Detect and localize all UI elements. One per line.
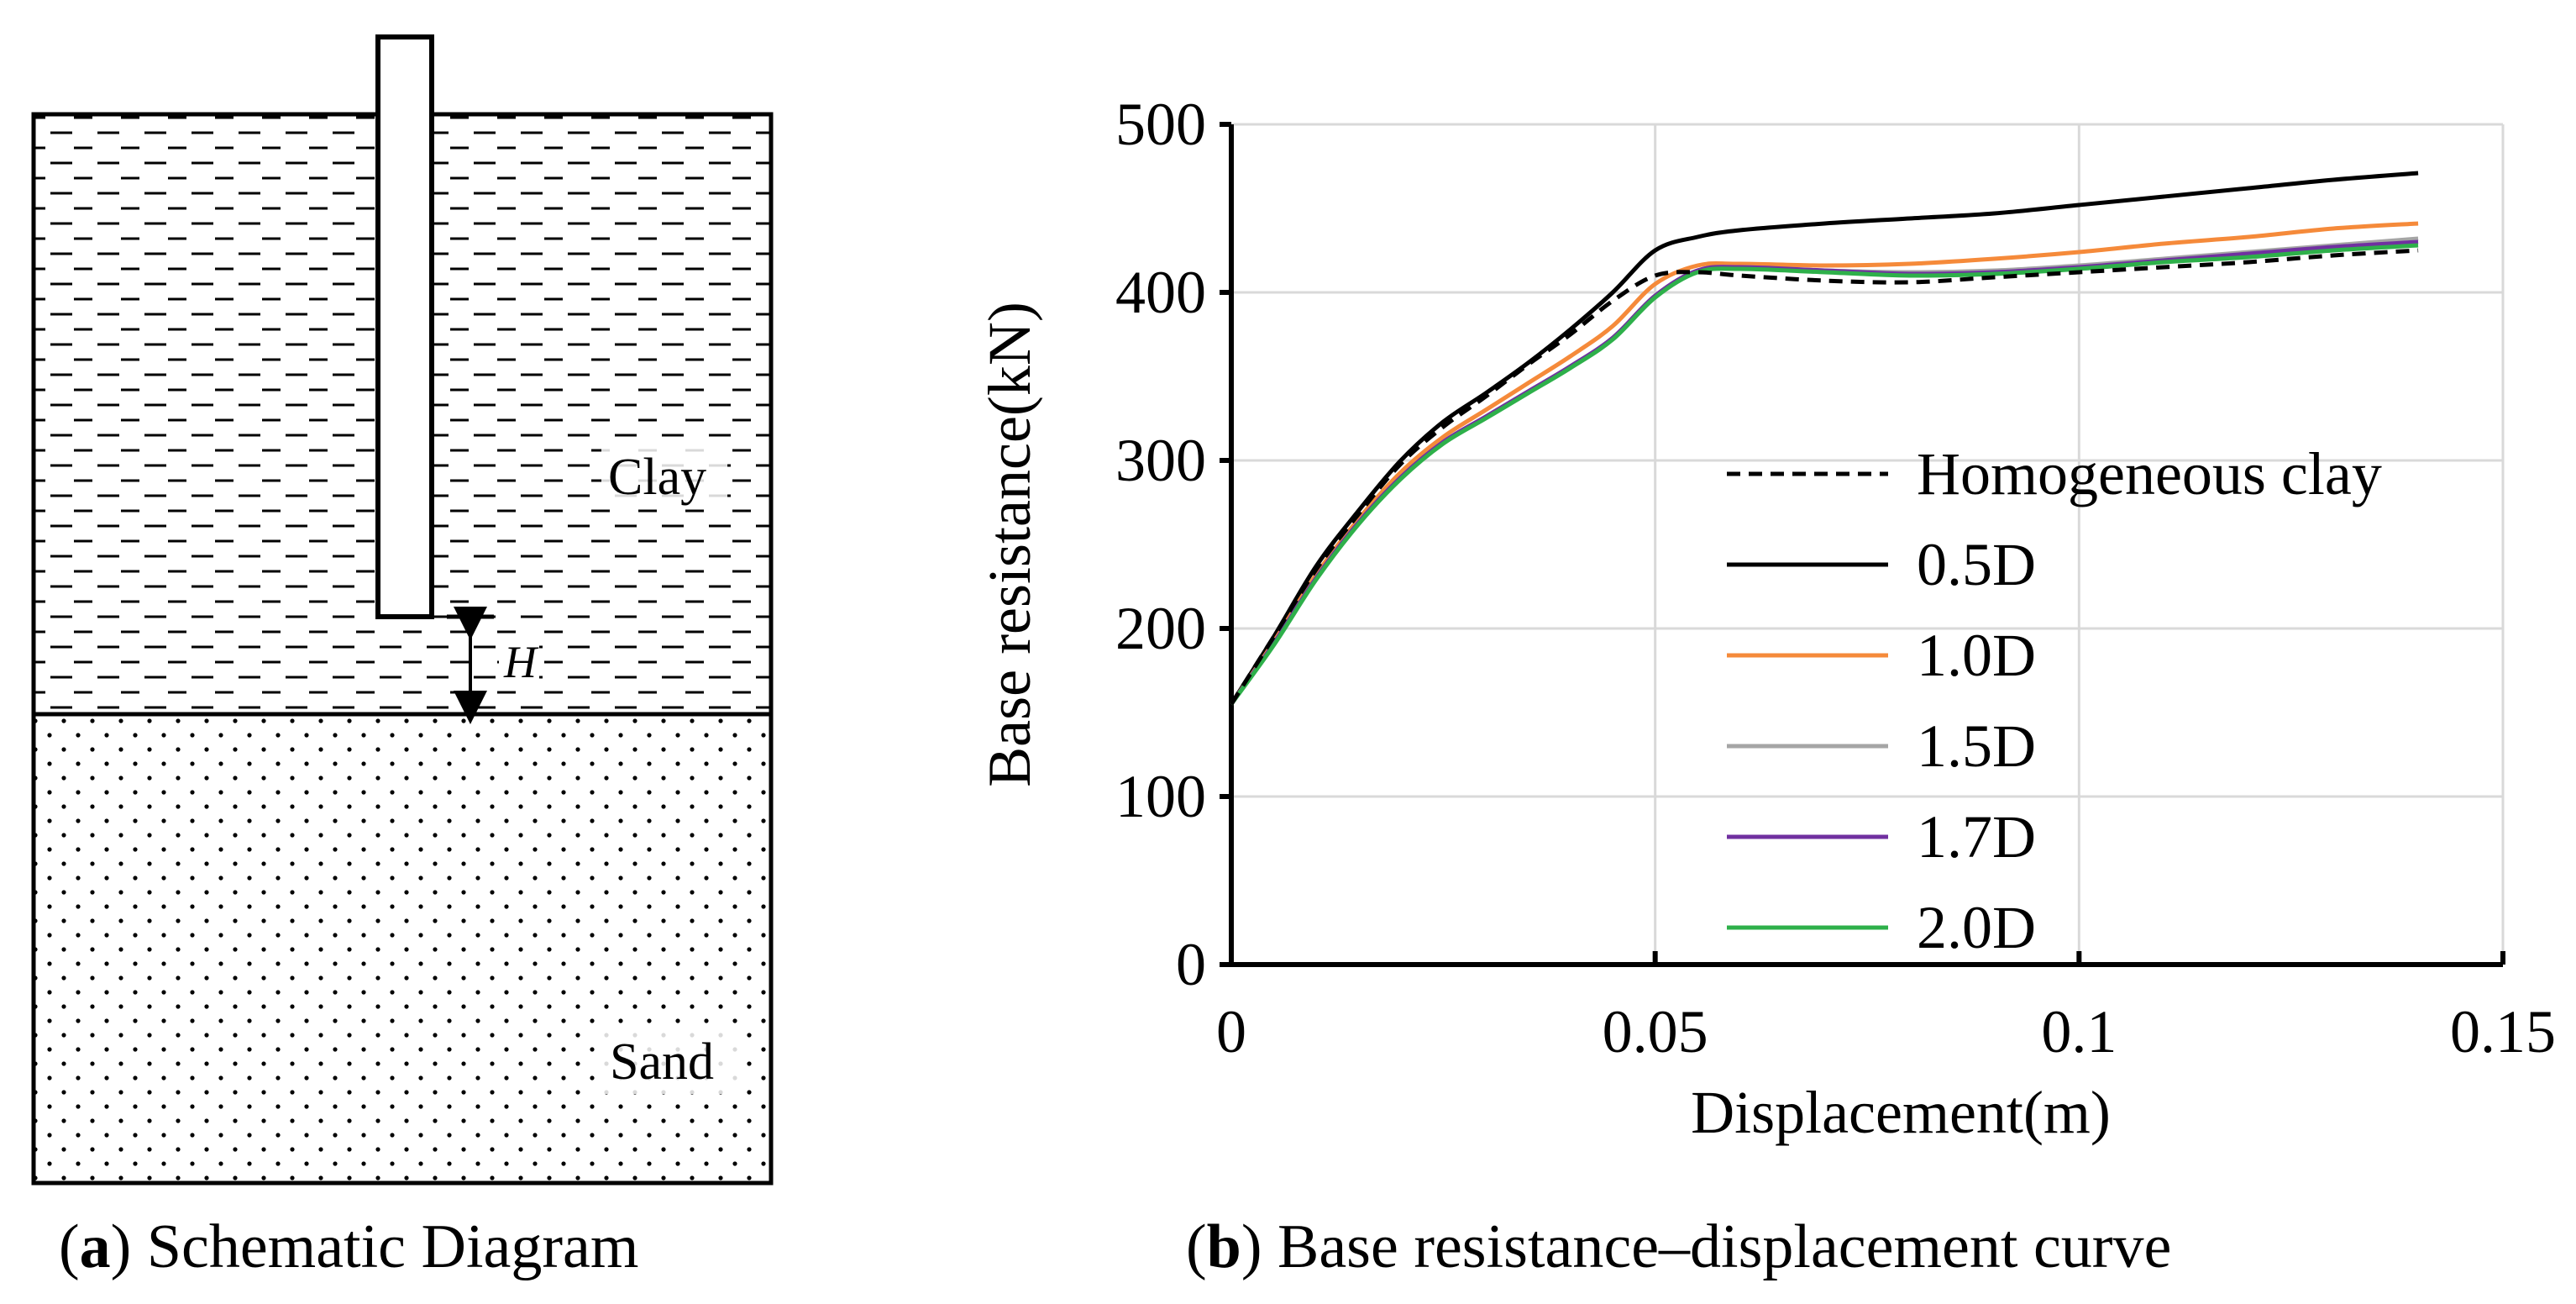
sand-layer <box>34 714 771 1183</box>
y-tick-label: 0 <box>1176 931 1206 998</box>
legend-label: Homogeneous clay <box>1917 440 2382 507</box>
caption-a-letter: a <box>80 1212 111 1281</box>
caption-a-text: Schematic Diagram <box>131 1212 638 1281</box>
x-tick-label: 0 <box>1216 998 1246 1065</box>
series-line-homogeneous-clay <box>1229 248 2419 706</box>
legend-label: 0.5D <box>1917 531 2036 598</box>
y-axis-label: Base resistance(kN) <box>976 302 1043 787</box>
y-tick-label: 400 <box>1115 259 1206 326</box>
legend-label: 1.5D <box>1917 712 2036 780</box>
chart-series <box>1229 171 2419 706</box>
chart-grid <box>1231 123 2505 965</box>
x-tick-label: 0.15 <box>2450 998 2556 1065</box>
chart-axes <box>1220 122 2505 967</box>
chart-tick-labels: 0 100 200 300 400 500 0 0.05 0.1 0.15 <box>1115 91 2556 1065</box>
pile <box>375 34 434 619</box>
caption-b-letter: b <box>1207 1212 1241 1281</box>
x-tick-label: 0.05 <box>1603 998 1708 1065</box>
caption-a: (a) Schematic Diagram <box>59 1212 638 1281</box>
legend-label: 1.0D <box>1917 622 2036 689</box>
caption-b-text: Base resistance–displacement curve <box>1262 1212 2171 1281</box>
chart-legend: Homogeneous clay 0.5D 1.0D 1.5D 1.7D 2.0D <box>1727 440 2382 961</box>
series-line-1-0d <box>1229 221 2419 706</box>
x-tick-label: 0.1 <box>2041 998 2117 1065</box>
base-resistance-chart: 0 100 200 300 400 500 0 0.05 0.1 0.15 Homogeneous… <box>976 91 2556 1146</box>
y-tick-label: 300 <box>1115 427 1206 494</box>
y-tick-label: 500 <box>1115 91 1206 158</box>
schematic-diagram: H Clay Sand <box>31 34 774 1186</box>
y-tick-label: 200 <box>1115 595 1206 662</box>
clay-label-background <box>601 442 727 509</box>
series-line-2-0d <box>1229 243 2419 706</box>
h-label-background <box>499 642 539 689</box>
sand-label-background <box>603 1027 742 1094</box>
clay-label: Clay <box>608 449 706 506</box>
legend-label: 2.0D <box>1917 894 2036 961</box>
x-axis-label: Displacement(m) <box>1691 1079 2111 1146</box>
sand-label: Sand <box>610 1033 714 1091</box>
h-label: H <box>503 637 539 687</box>
y-tick-label: 100 <box>1115 763 1206 830</box>
legend-label: 1.7D <box>1917 803 2036 870</box>
caption-b: (b) Base resistance–displacement curve <box>1186 1212 2171 1281</box>
